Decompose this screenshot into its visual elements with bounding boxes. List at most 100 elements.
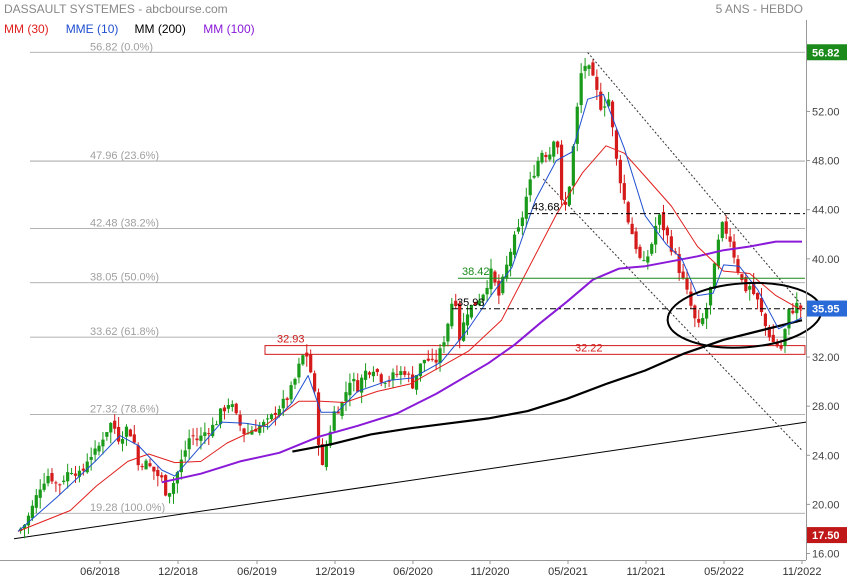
chart-period: 5 ANS - HEBDO (716, 2, 803, 16)
candle-body (759, 298, 764, 313)
candle-body (477, 300, 481, 305)
price-tick-label-9: 16.00 (812, 549, 840, 561)
candle-body (281, 398, 285, 409)
candle-body (195, 438, 199, 441)
candle-body (273, 412, 278, 415)
candle-body (340, 402, 344, 416)
candle-body (665, 227, 670, 236)
fib-label-1: 47.96 (23.6%) (90, 150, 159, 162)
candle-body (701, 318, 705, 325)
candle-body (638, 246, 642, 258)
candle-body (669, 236, 673, 252)
candle-body (344, 392, 348, 402)
candle-body (367, 372, 372, 375)
candle-body (160, 475, 164, 478)
candle-body (305, 352, 309, 357)
candle-body (179, 459, 183, 473)
price-tag-box-0 (807, 44, 847, 61)
candle-body (411, 374, 415, 389)
candle-body (728, 236, 732, 242)
candle-body (379, 374, 383, 383)
candle-body (755, 292, 760, 300)
candle-body (395, 373, 399, 375)
candle-body (113, 420, 117, 429)
candle-body (156, 470, 160, 477)
candle-body (610, 101, 615, 128)
candle-body (69, 473, 74, 475)
candle-body (242, 428, 246, 435)
candle-body (414, 375, 419, 390)
candle-body (681, 271, 685, 279)
candle-body (469, 304, 474, 318)
chart-title: DASSAULT SYSTEMES - abcbourse.com (4, 2, 228, 16)
candle-body (316, 392, 321, 445)
candle-body (697, 318, 701, 323)
candle-body (434, 359, 438, 363)
candle-body (38, 489, 42, 498)
fib-label-6: 19.28 (100.0%) (90, 502, 165, 514)
candle-body (222, 407, 227, 412)
candle-body (22, 524, 27, 529)
candle-body (58, 484, 62, 486)
candle-body (73, 473, 78, 476)
mme10-line (17, 93, 803, 532)
candle-body (509, 251, 513, 267)
candle-body (175, 472, 180, 484)
price-tick-label-5: 32.00 (812, 352, 840, 364)
candle-body (481, 294, 485, 301)
candle-body (661, 211, 666, 231)
candle-body (203, 432, 207, 436)
candle-body (799, 305, 803, 309)
trend-lines (13, 52, 807, 540)
candle-body (30, 505, 34, 519)
candle-body (646, 256, 650, 263)
price-tick-label-8: 20.00 (812, 499, 840, 511)
candle-body (77, 470, 82, 477)
candle-body (442, 342, 446, 347)
candle-body (501, 276, 505, 294)
candle-body (399, 371, 403, 376)
candle-body (532, 175, 536, 178)
candle-body (763, 313, 768, 327)
candle-body (171, 482, 176, 494)
candle-body (191, 435, 195, 437)
candle-body (101, 439, 105, 447)
candle-body (642, 260, 646, 262)
channel-lower-line (542, 178, 803, 451)
candle-body (26, 515, 31, 526)
candle-body (548, 154, 552, 160)
candle-body (167, 493, 172, 497)
candle-body (254, 428, 258, 432)
candle-body (446, 323, 450, 342)
candle-body (336, 411, 340, 414)
candle-body (654, 225, 658, 245)
price-tag-label-2: 17.50 (812, 530, 840, 542)
candle-body (132, 434, 136, 443)
candle-body (748, 286, 752, 290)
fib-label-4: 33.62 (61.8%) (90, 326, 159, 338)
candle-body (775, 341, 779, 347)
candle-body (352, 378, 356, 382)
price-tick-label-6: 28.00 (812, 401, 840, 413)
candle-body (218, 408, 223, 425)
candle-body (528, 179, 532, 196)
candle-body (356, 380, 360, 392)
date-tick-label-0: 06/2018 (80, 566, 120, 578)
candle-body (497, 280, 501, 296)
candle-body (783, 329, 787, 347)
candle-body (544, 154, 548, 158)
candle-body (618, 159, 622, 184)
candle-body (54, 482, 58, 484)
candle-body (187, 438, 191, 450)
candle-body (418, 363, 423, 377)
candle-body (708, 286, 713, 306)
candle-body (579, 73, 583, 106)
candle-body (450, 303, 454, 327)
candle-body (603, 106, 607, 108)
candle-body (465, 314, 470, 326)
candle-body (614, 130, 619, 159)
candle-body (740, 274, 744, 280)
level-annotations: 43.68 38.42 35.93 32.93 32.22 (277, 202, 823, 354)
